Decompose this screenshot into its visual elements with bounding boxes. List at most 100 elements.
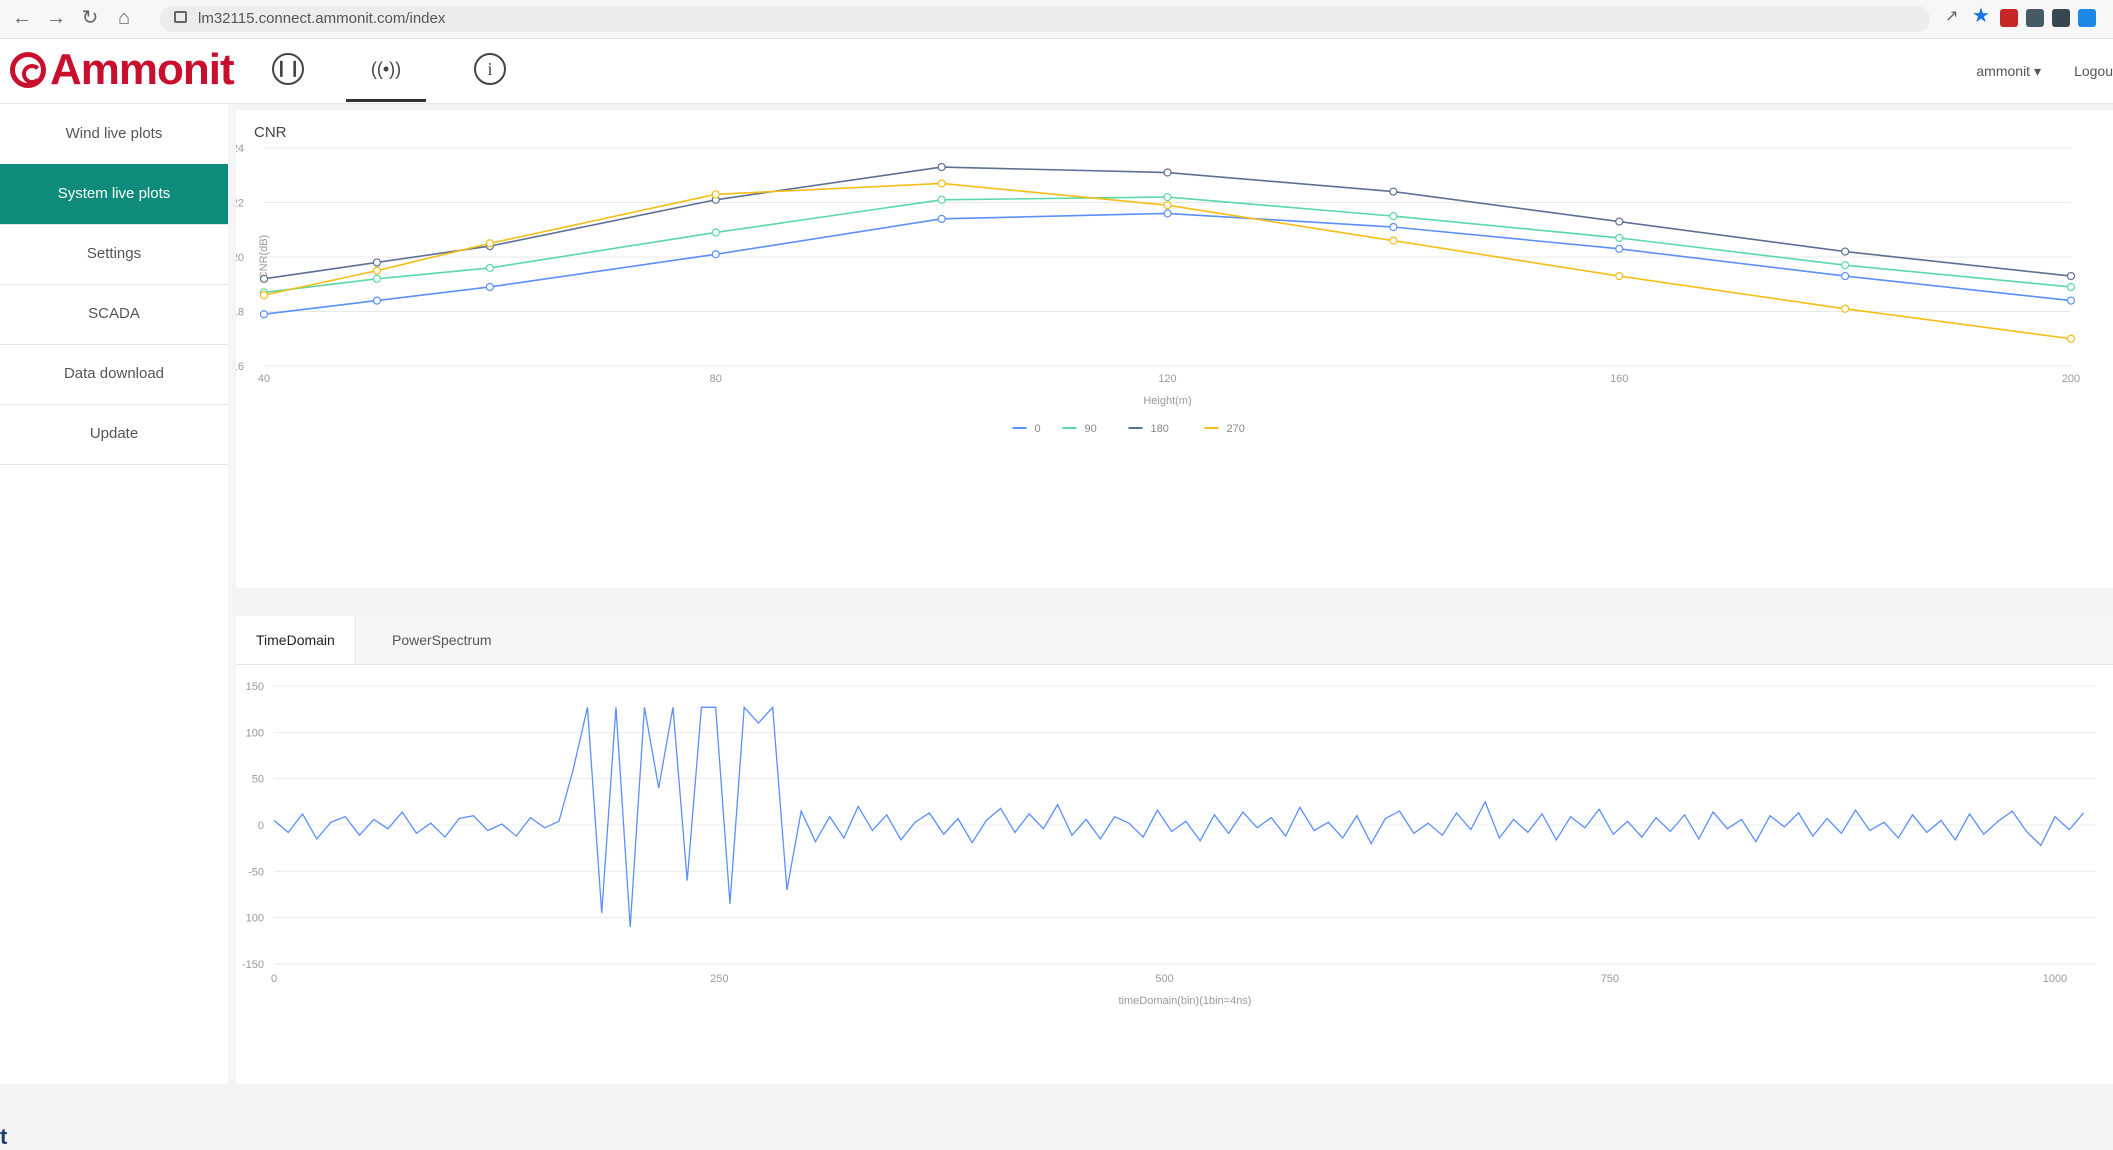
chart-tabs: TimeDomain PowerSpectrum — [236, 616, 2113, 665]
y-tick-label: 18 — [236, 307, 244, 319]
data-point — [1163, 192, 1172, 202]
pdf-extension-icon[interactable] — [2000, 9, 2018, 27]
series-line-90 — [263, 196, 2072, 294]
data-point — [1615, 271, 1624, 281]
x-axis-label: timeDomain(bin)(1bin=4ns) — [1119, 995, 1252, 1007]
time-domain-panel: TimeDomain PowerSpectrum 150 100 50 0 -50 100… — [236, 616, 2113, 1084]
data-point — [485, 239, 494, 248]
home-icon[interactable]: ⌂ — [117, 7, 131, 29]
y-tick-label: 24 — [236, 143, 244, 155]
data-point — [937, 179, 946, 188]
clipped-text: t — [0, 1124, 8, 1149]
x-tick-label: 40 — [258, 373, 270, 385]
share-icon[interactable]: ↗ — [1945, 8, 1959, 25]
address-bar[interactable]: lm32115.connect.ammonit.com/index — [160, 6, 1930, 32]
series-line-180 — [263, 166, 2072, 280]
cnr-panel: CNR 16 18 20 22 24 40 80 120 160 200 CNR(dB) Height… — [236, 110, 2113, 588]
tab-timedomain[interactable]: TimeDomain — [236, 616, 356, 664]
data-point — [1163, 168, 1172, 177]
sidebar-item-settings[interactable]: Settings — [0, 224, 228, 285]
sidebar-item-wind-live-plots[interactable]: Wind live plots — [0, 104, 228, 165]
data-point — [1389, 236, 1398, 245]
lock-icon — [174, 11, 187, 23]
legend-label: 0 — [1035, 423, 1041, 435]
x-tick-label: 80 — [710, 373, 722, 385]
y-tick-label: -150 — [242, 959, 264, 971]
y-axis-label: CNR(dB) — [258, 235, 270, 280]
sidebar: Wind live plots System live plots Settin… — [0, 104, 228, 1149]
data-point — [2066, 296, 2076, 305]
browser-toolbar: ← → ↻ ⌂ lm32115.connect.ammonit.com/inde… — [0, 0, 2113, 39]
y-tick-label: 16 — [236, 361, 244, 373]
x-tick-label: 120 — [1158, 373, 1176, 385]
data-point — [711, 228, 720, 237]
y-tick-label: 0 — [258, 820, 264, 832]
logo-mark-icon — [10, 52, 46, 88]
signal-line — [273, 705, 2085, 927]
x-tick-label: 250 — [710, 973, 728, 985]
extension-icon[interactable] — [2052, 9, 2070, 27]
data-point — [372, 258, 382, 267]
y-tick-label: 100 — [246, 913, 264, 925]
data-point — [1615, 233, 1624, 243]
forward-arrow-icon[interactable]: → — [46, 7, 66, 29]
data-point — [2066, 282, 2076, 292]
data-point — [711, 250, 720, 259]
x-tick-label: 200 — [2062, 373, 2080, 385]
extension-icon[interactable] — [2026, 9, 2044, 27]
x-axis-label: Height(m) — [1143, 395, 1191, 407]
x-tick-label: 160 — [1610, 373, 1628, 385]
logout-link[interactable]: Logou — [2074, 63, 2113, 79]
legend-label: 180 — [1151, 423, 1169, 435]
data-point — [485, 263, 494, 272]
url-text: lm32115.connect.ammonit.com/index — [198, 10, 446, 27]
data-point — [1841, 247, 1850, 256]
user-menu[interactable]: ammonit ▾ — [1976, 63, 2041, 79]
active-tab-indicator — [346, 99, 426, 102]
sidebar-item-scada[interactable]: SCADA — [0, 284, 228, 345]
sidebar-item-update[interactable]: Update — [0, 404, 228, 465]
sidebar-item-data-download[interactable]: Data download — [0, 344, 228, 405]
data-point — [259, 291, 269, 300]
data-point — [937, 214, 946, 223]
data-point — [1389, 187, 1398, 196]
legend-label: 270 — [1227, 423, 1245, 435]
data-point — [1841, 304, 1850, 313]
x-tick-label: 0 — [271, 973, 277, 985]
data-point — [1389, 222, 1398, 232]
data-point — [259, 310, 269, 319]
data-point — [372, 296, 382, 305]
y-tick-label: 100 — [246, 727, 264, 739]
series-line-0 — [263, 212, 2072, 316]
x-tick-label: 750 — [1601, 973, 1619, 985]
data-point — [1841, 261, 1850, 270]
data-point — [1163, 209, 1172, 218]
data-point — [937, 162, 946, 172]
data-point — [372, 274, 382, 283]
info-icon[interactable]: i — [474, 53, 506, 85]
panel-title: CNR — [254, 124, 287, 141]
data-point — [2066, 271, 2076, 281]
y-tick-label: 20 — [236, 252, 244, 264]
data-point — [711, 190, 720, 199]
pause-icon[interactable]: ❙❙ — [272, 53, 304, 85]
data-point — [937, 195, 946, 204]
data-point — [485, 282, 494, 292]
sidebar-item-system-live-plots[interactable]: System live plots — [0, 164, 228, 225]
data-point — [1615, 217, 1624, 226]
bookmark-star-icon[interactable]: ★ — [1972, 5, 1990, 27]
antenna-icon[interactable]: ((•)) — [370, 59, 402, 79]
reload-icon[interactable]: ↻ — [81, 7, 99, 29]
data-point — [259, 274, 269, 283]
cnr-chart: 16 18 20 22 24 40 80 120 160 200 CNR(dB) Height(m) 0… — [236, 143, 2080, 435]
legend-label: 90 — [1085, 423, 1097, 435]
tab-powerspectrum[interactable]: PowerSpectrum — [392, 632, 492, 648]
x-tick-label: 500 — [1155, 973, 1173, 985]
extension-icon[interactable] — [2078, 9, 2096, 27]
y-tick-label: 150 — [246, 681, 264, 693]
y-tick-label: 22 — [236, 198, 244, 210]
back-arrow-icon[interactable]: ← — [12, 7, 32, 29]
y-tick-label: -50 — [248, 866, 264, 878]
ammonit-logo: Ammonit — [10, 45, 235, 94]
